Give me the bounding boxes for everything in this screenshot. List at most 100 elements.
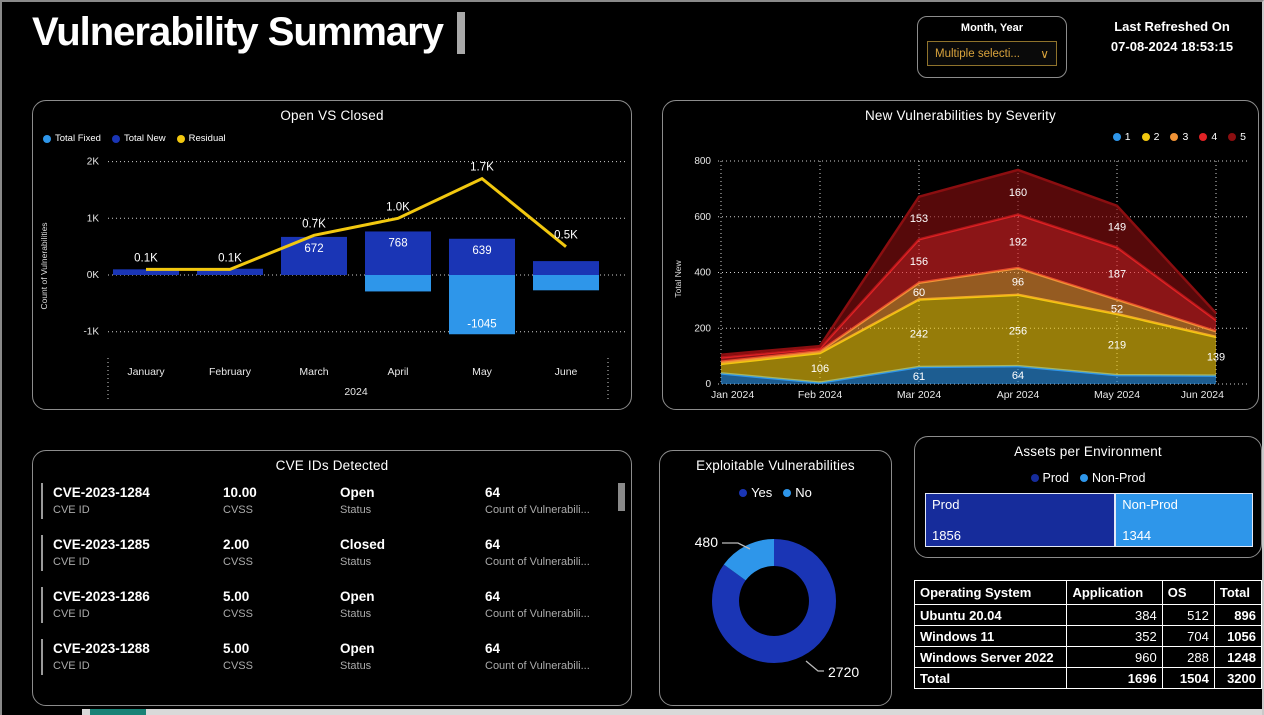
exploitable-card: Exploitable Vulnerabilities Yes No 480 272… bbox=[659, 450, 892, 706]
cve-value: CVE-2023-1284 bbox=[53, 485, 150, 500]
os-table-row[interactable]: Windows Server 2022 960 288 1248 bbox=[913, 646, 1263, 668]
donut-slice-Yes[interactable] bbox=[712, 539, 836, 663]
bar-total-fixed-June[interactable] bbox=[533, 275, 599, 291]
month-year-dropdown[interactable]: Multiple selecti... ∨ bbox=[927, 41, 1057, 66]
cve-list-item[interactable]: CVE-2023-1288 5.00 Open 64 CVE ID CVSS Status C… bbox=[41, 639, 613, 675]
svg-text:Total New: Total New bbox=[673, 259, 683, 297]
exploitable-donut-chart[interactable]: 480 2720 bbox=[660, 507, 891, 703]
ape-legend-item-Non-Prod[interactable]: Non-Prod bbox=[1079, 471, 1146, 485]
os-table-cell: 960 bbox=[1066, 646, 1163, 668]
dropdown-value: Multiple selecti... bbox=[935, 47, 1021, 60]
cve-field-label: Status bbox=[340, 608, 372, 620]
cve-value: Open bbox=[340, 485, 375, 500]
ovc-legend-item-Residual[interactable]: Residual bbox=[176, 133, 226, 144]
ovc-legend-item-Total New[interactable]: Total New bbox=[111, 133, 166, 144]
svg-text:1.7K: 1.7K bbox=[470, 162, 494, 174]
bar-total-new-April[interactable] bbox=[365, 231, 431, 275]
exploitable-legend: Yes No bbox=[660, 485, 891, 500]
cve-list-item[interactable]: CVE-2023-1284 10.00 Open 64 CVE ID CVSS Status… bbox=[41, 483, 613, 519]
donut-slice-No[interactable] bbox=[723, 539, 775, 582]
sev-legend-item-5[interactable]: 5 bbox=[1228, 131, 1246, 143]
cve-scrollbar-thumb[interactable] bbox=[618, 483, 625, 511]
slicer-label: Month, Year bbox=[960, 22, 1024, 34]
treemap-box-value: 1856 bbox=[932, 528, 961, 543]
bar-total-fixed-April[interactable] bbox=[365, 275, 431, 292]
cve-value: 5.00 bbox=[223, 589, 250, 604]
bar-total-new-May[interactable] bbox=[449, 238, 515, 275]
bar-total-new-June[interactable] bbox=[533, 261, 599, 275]
cve-field-label: Count of Vulnerabili... bbox=[485, 660, 590, 672]
os-table-row[interactable]: Ubuntu 20.04 384 512 896 bbox=[913, 604, 1263, 626]
svg-text:-1K: -1K bbox=[83, 327, 99, 338]
svg-text:139: 139 bbox=[1207, 351, 1225, 363]
legend-dot-icon bbox=[1079, 474, 1088, 482]
text-cursor bbox=[457, 11, 465, 54]
svg-text:106: 106 bbox=[811, 363, 829, 375]
treemap-box-label: Non-Prod bbox=[1122, 497, 1178, 512]
svg-text:Count of Vulnerabilities: Count of Vulnerabilities bbox=[39, 222, 49, 309]
sev-legend-item-2[interactable]: 2 bbox=[1141, 131, 1160, 143]
svg-text:0.5K: 0.5K bbox=[554, 230, 578, 242]
svg-text:600: 600 bbox=[694, 212, 711, 223]
legend-dot-icon bbox=[739, 488, 748, 497]
os-table-cell: Ubuntu 20.04 bbox=[913, 604, 1068, 626]
don-legend-item-No[interactable]: No bbox=[783, 485, 812, 500]
area-band-severity-2[interactable] bbox=[721, 294, 1216, 383]
open-vs-closed-legend: Total Fixed Total New Residual bbox=[43, 133, 226, 144]
legend-label: No bbox=[795, 485, 812, 500]
os-table-cell: Windows 11 bbox=[913, 625, 1068, 647]
assets-env-legend: Prod Non-Prod bbox=[915, 471, 1261, 485]
ovc-legend-item-Total Fixed[interactable]: Total Fixed bbox=[43, 133, 101, 144]
cve-list-item[interactable]: CVE-2023-1286 5.00 Open 64 CVE ID CVSS Status C… bbox=[41, 587, 613, 623]
cve-field-label: CVE ID bbox=[53, 556, 90, 568]
bar-total-new-January[interactable] bbox=[113, 269, 179, 275]
chevron-down-icon: ∨ bbox=[1040, 46, 1049, 61]
cve-list-body: CVE-2023-1284 10.00 Open 64 CVE ID CVSS Status… bbox=[33, 481, 631, 701]
svg-text:192: 192 bbox=[1009, 236, 1027, 248]
os-table-row[interactable]: Total 1696 1504 3200 bbox=[913, 667, 1263, 689]
svg-text:60: 60 bbox=[913, 287, 925, 299]
sev-legend-item-4[interactable]: 4 bbox=[1199, 131, 1217, 143]
residual-line[interactable] bbox=[146, 176, 567, 271]
legend-dot-icon bbox=[111, 134, 120, 143]
bar-total-new-February[interactable] bbox=[197, 268, 263, 275]
cve-field-label: Status bbox=[340, 556, 372, 568]
svg-text:2K: 2K bbox=[87, 157, 100, 168]
svg-text:2720: 2720 bbox=[828, 664, 859, 680]
legend-label: 4 bbox=[1211, 131, 1218, 143]
os-table-row[interactable]: Windows 11 352 704 1056 bbox=[913, 625, 1263, 647]
legend-label: 2 bbox=[1153, 131, 1160, 143]
os-table-cell: 1056 bbox=[1213, 625, 1263, 647]
cve-value: Open bbox=[340, 641, 375, 656]
svg-text:149: 149 bbox=[1108, 222, 1126, 234]
open-vs-closed-card: Open VS Closed Total Fixed Total New Resid… bbox=[32, 100, 632, 410]
svg-text:153: 153 bbox=[910, 213, 928, 225]
horizontal-scrollbar-thumb[interactable] bbox=[90, 709, 146, 715]
assets-env-title: Assets per Environment bbox=[1014, 444, 1162, 459]
svg-text:156: 156 bbox=[910, 256, 928, 268]
legend-label: Prod bbox=[1042, 471, 1069, 485]
cve-value: Closed bbox=[340, 537, 386, 552]
cve-list-item[interactable]: CVE-2023-1285 2.00 Closed 64 CVE ID CVSS Statu… bbox=[41, 535, 613, 571]
open-vs-closed-chart[interactable]: 2K 1K 0K -1K Count of Vulnerabilities January… bbox=[33, 151, 631, 403]
horizontal-scrollbar[interactable] bbox=[82, 709, 1262, 715]
area-band-severity-4[interactable] bbox=[721, 214, 1216, 362]
sev-legend-item-1[interactable]: 1 bbox=[1112, 131, 1131, 143]
ape-legend-item-Prod[interactable]: Prod bbox=[1030, 471, 1069, 485]
svg-text:May 2024: May 2024 bbox=[1094, 389, 1140, 401]
bar-total-fixed-May[interactable] bbox=[449, 275, 515, 335]
svg-text:March: March bbox=[299, 366, 328, 378]
os-table-header-row: Operating System Application OS Total bbox=[913, 580, 1263, 605]
don-legend-item-Yes[interactable]: Yes bbox=[739, 485, 772, 500]
cve-field-label: CVSS bbox=[223, 660, 253, 672]
svg-text:Mar 2024: Mar 2024 bbox=[897, 389, 942, 401]
treemap-box-Non-Prod[interactable]: Non-Prod 1344 bbox=[1115, 493, 1253, 547]
legend-label: Non-Prod bbox=[1091, 471, 1146, 485]
svg-text:Feb 2024: Feb 2024 bbox=[798, 389, 843, 401]
severity-chart[interactable]: 800 600 400 200 0 Total New 61 64 106 242 256 219 13… bbox=[663, 149, 1258, 403]
legend-label: 3 bbox=[1182, 131, 1189, 143]
os-table-cell: 288 bbox=[1161, 646, 1215, 668]
treemap-box-Prod[interactable]: Prod 1856 bbox=[925, 493, 1116, 547]
sev-legend-item-3[interactable]: 3 bbox=[1170, 131, 1188, 143]
cve-value: 64 bbox=[485, 485, 501, 500]
